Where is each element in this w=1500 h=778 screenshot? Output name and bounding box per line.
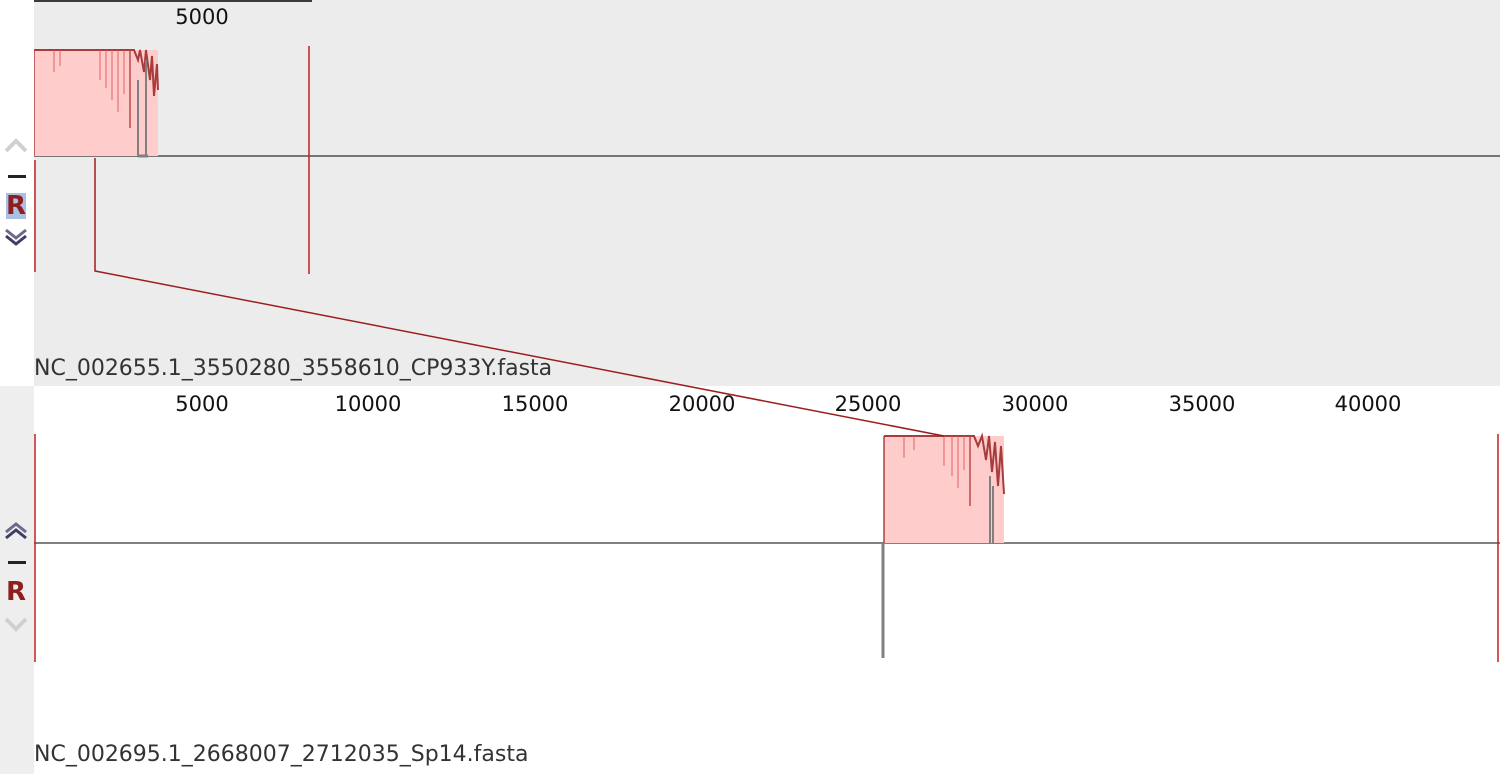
track-canvas-top: [33, 0, 1500, 274]
reverse-complement-button[interactable]: R: [3, 578, 29, 606]
genome-panel-bottom: R: [0, 386, 1500, 774]
ruler-tick-label: 40000: [1334, 392, 1402, 416]
sequence-track-bottom[interactable]: 5000 10000 15000 20000 25000 30000 35000…: [34, 386, 1500, 774]
minus-icon[interactable]: [3, 552, 29, 574]
chevron-down-icon[interactable]: [3, 226, 29, 248]
panel-controls-top: R: [0, 0, 34, 386]
sequence-track-top[interactable]: 5000: [33, 0, 1500, 386]
ruler-tick-label: 25000: [834, 392, 902, 416]
ruler-tick-label: 10000: [334, 392, 402, 416]
chevron-down-icon[interactable]: [3, 614, 29, 636]
ruler-tick-label: 5000: [175, 5, 229, 29]
chevron-up-icon[interactable]: [3, 134, 29, 156]
ruler-tick-label: 5000: [175, 392, 229, 416]
sequence-name-label-bottom: NC_002695.1_2668007_2712035_Sp14.fasta: [34, 742, 529, 767]
ruler-tick-label: 35000: [1168, 392, 1236, 416]
reverse-button-label: R: [5, 577, 27, 607]
ruler-tick-label: 15000: [501, 392, 569, 416]
panel-controls-bottom: R: [0, 386, 34, 774]
chevron-up-icon[interactable]: [3, 520, 29, 542]
lcb-block-bottom: [881, 432, 1005, 658]
sequence-name-label-top: NC_002655.1_3550280_3558610_CP933Y.fasta: [34, 356, 553, 381]
ruler-tick-label: 20000: [668, 392, 736, 416]
reverse-complement-button[interactable]: R: [3, 192, 29, 220]
genome-panel-top: R: [0, 0, 1500, 386]
lcb-block-top: [33, 49, 159, 158]
track-canvas-bottom: [34, 432, 1500, 662]
reverse-button-label: R: [5, 191, 27, 221]
minus-icon[interactable]: [3, 166, 29, 188]
ruler-tick-label: 30000: [1001, 392, 1069, 416]
